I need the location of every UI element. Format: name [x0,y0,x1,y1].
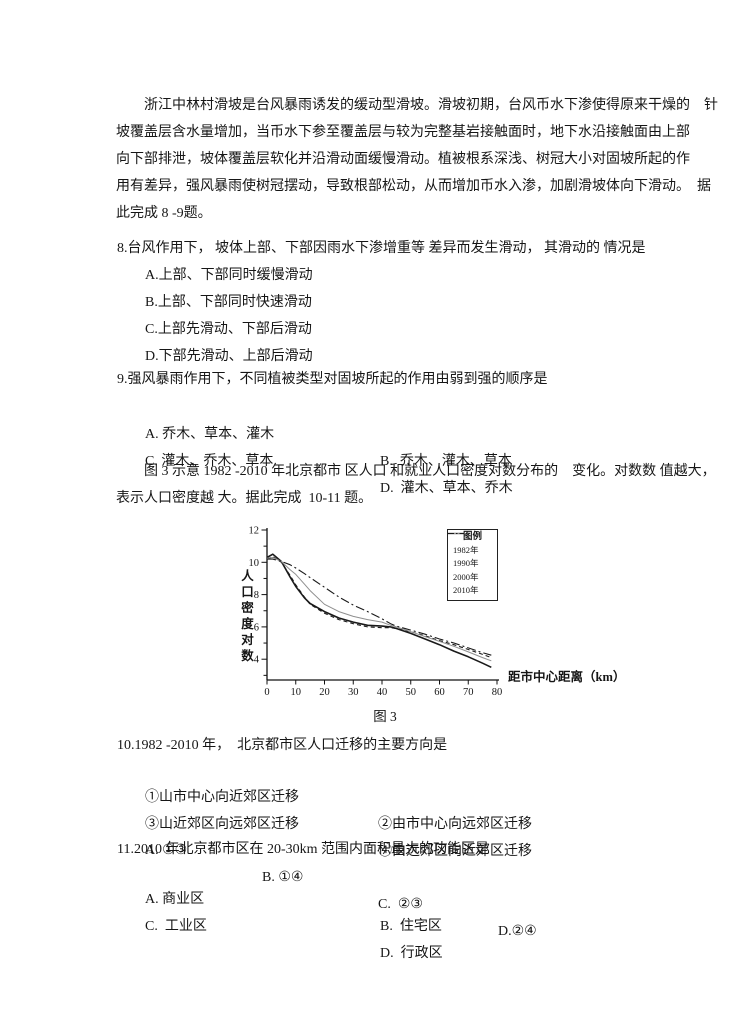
item-10-4: ④由远郊区向近郊区迁移 [378,844,532,859]
question-9-options-row-2: C. 灌木、乔木、草本 D. 灌木、草本、乔木 [0,421,737,496]
x-tick-label: 30 [348,687,359,698]
item-10-2: ②由市中心向远郊区迁移 [378,817,532,832]
answer-10-a: A. ①③ [145,843,188,858]
legend-item: 2000年 [448,533,497,584]
question-10-items-row-1: ①山市中心向近郊区迁移 ②由市中心向远郊区迁移 [0,757,737,832]
series-1982年 [266,553,492,669]
legend-line-sample [448,532,464,535]
option-9-c: C. 灌木、乔木、草本 [145,454,274,469]
question-9-options-row-1: A. 乔木、草本、灌木 B. 乔木、灌木、草本 [0,394,737,469]
option-9-d: D. 灌木、草本、乔木 [380,481,513,496]
answer-10-b: B. ①④ [262,870,304,885]
item-10-3: ③山近郊区向远郊区迁移 [145,817,299,832]
y-tick-label: 8 [254,590,259,601]
x-tick-label: 60 [434,687,445,698]
question-10-answers: A. ①③ B. ①④ C. ②③ D.②④ [0,810,737,939]
question-11-options-row-2: C. 工业区 D. 行政区 [0,886,737,961]
passage-landslide: 浙江中林村滑坡是台风暴雨诱发的缓动型滑坡。滑坡初期，台风币水下渗使得原来干燥的 … [116,98,718,221]
y-tick-label: 6 [254,622,259,633]
item-10-1: ①山市中心向近郊区迁移 [145,790,299,805]
option-11-c: C. 工业区 [145,919,207,934]
legend-label: 1990年 [453,558,479,569]
legend-label: 2000年 [453,571,479,582]
option-11-d: D. 行政区 [380,946,443,961]
legend-label: 1982年 [453,544,479,555]
question-8-title: 8.台风作用下， 坡体上部、下部因雨水下渗增重等 差异而发生滑动， 其滑动的 情… [117,241,646,256]
legend-item: 2010年 [448,532,497,598]
series-1990年 [266,556,492,659]
legend-item: 1982年 [448,532,497,557]
y-tick-label: 4 [254,655,260,666]
series-2000年 [266,557,492,662]
question-11-options-row-1: A. 商业区 B. 住宅区 [0,859,737,934]
figure-3-chart: 4 6 8 10 12 0 10 20 30 40 50 60 70 80 人口密度对数 距市中心距离（k… [235,520,655,712]
series-2010年 [267,558,492,656]
legend-label: 2010年 [453,585,479,596]
option-11-b: B. 住宅区 [380,919,442,934]
x-tick-label: 10 [291,687,302,698]
question-10-title: 10.1982 -2010 年， 北京都市区人口迁移的主要方向是 [117,738,448,753]
x-tick-label: 20 [319,687,330,698]
y-axis-label: 人口密度对数 [239,569,253,665]
question-11-title: 11.2010 年北京都市区在 20-30km 范围内面积最大的功能区是 [117,842,490,857]
x-tick-label: 0 [264,687,269,698]
x-tick-label: 80 [492,687,503,698]
x-tick-label: 50 [406,687,417,698]
x-axis-label: 距市中心距离（km） [508,670,626,684]
y-tick-label: 10 [249,558,260,569]
legend-item: 1990年 [448,532,497,571]
chart-canvas: 4 6 8 10 12 0 10 20 30 40 50 60 70 80 [249,526,503,699]
option-9-a: A. 乔木、草本、灌木 [145,427,275,442]
answer-10-c: C. ②③ [378,897,423,912]
question-8-options: A.上部、下部同时缓慢滑动 B.上部、下部同时快速滑动 C.上部先滑动、下部后滑… [145,268,313,364]
x-tick-label: 40 [377,687,388,698]
option-9-b: B. 乔木、灌木、草本 [380,454,512,469]
question-10-items-row-2: ③山近郊区向远郊区迁移 ④由远郊区向近郊区迁移 [0,784,737,859]
y-tick-label: 12 [249,526,260,537]
x-tick-label: 70 [463,687,474,698]
chart-legend: 图例 1982年 1990年 2000年 2010年 [447,529,498,601]
figure-caption: 图 3 [373,709,397,724]
legend-title: 图例 [462,532,482,542]
passage-figure3-intro: 图 3 示意 1982 -2010 年北京都市 区人口 和就业人口密度对数分布的… [116,464,716,506]
question-9-title: 9.强风暴雨作用下，不同植被类型对固坡所起的作用由弱到强的顺序是 [117,372,548,387]
legend-items: 1982年 1990年 2000年 2010年 [448,532,497,598]
answer-10-d: D.②④ [498,924,537,939]
option-11-a: A. 商业区 [145,892,205,907]
